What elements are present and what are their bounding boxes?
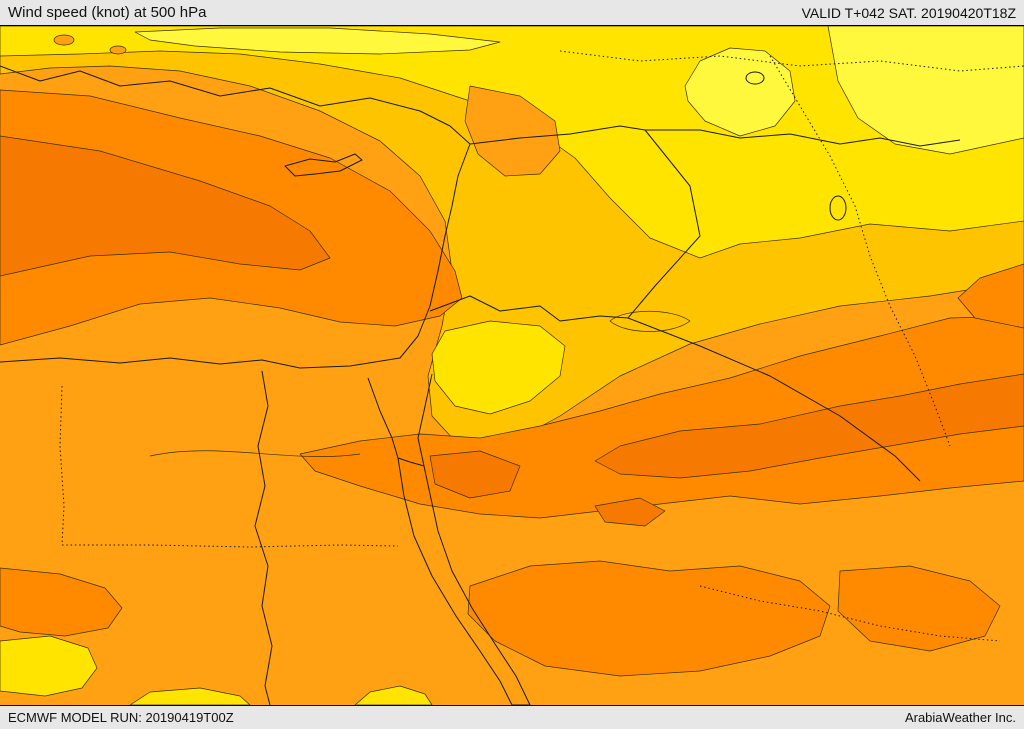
nile-river [254, 370, 273, 705]
header-bar: Wind speed (knot) at 500 hPa VALID T+042… [0, 0, 1024, 26]
yellow-patch-bottom-1 [129, 687, 251, 705]
jet-finger-east [957, 263, 1024, 329]
wind-band-bright-strip [134, 27, 501, 55]
jet-core-central-2 [594, 373, 1024, 479]
wind-band-yellow-tongue [431, 320, 566, 415]
lake-urmia [829, 195, 847, 221]
model-run-label: ECMWF MODEL RUN: 20190419T00Z [8, 710, 234, 725]
jet-core-central-3 [594, 497, 666, 527]
lake-van [745, 71, 765, 85]
wind-band-bright-blob [684, 47, 796, 137]
isotach-island-1 [609, 310, 691, 332]
weather-map [0, 26, 1024, 705]
border-iran-iraq [769, 55, 951, 447]
contour-fills [0, 26, 1024, 705]
orange-speck-1 [53, 34, 75, 46]
dark-blob-bottom-right [837, 565, 1001, 652]
orange-patch-nw-syria [464, 85, 561, 177]
border-turkey-east [559, 50, 1024, 72]
gulf-of-aqaba [417, 373, 433, 467]
red-sea [397, 457, 531, 705]
isotach-detail-1 [149, 450, 361, 457]
wind-speed-contour-map [0, 26, 1024, 705]
jet-core-mediterranean [0, 135, 331, 277]
border-saudi-iraq [627, 317, 921, 482]
border-jordan-saudi [429, 295, 629, 322]
wind-band-bright-corner [827, 26, 1024, 155]
border-iraq-west [627, 129, 701, 319]
yellow-patch-bottom-2 [354, 685, 433, 705]
attribution-label: ArabiaWeather Inc. [904, 710, 1016, 725]
cyprus-island [284, 153, 363, 177]
yellow-patch-bottom-left [0, 635, 98, 697]
political-borders-dotted [59, 50, 1024, 642]
dark-blob-left-edge [0, 567, 123, 637]
border-turkey-syria [469, 125, 961, 147]
coastlines [0, 65, 847, 705]
valid-time-label: VALID T+042 SAT. 20190420T18Z [801, 4, 1016, 21]
mediterranean-coastline [0, 65, 471, 369]
border-egypt-sudan [62, 544, 399, 548]
dark-blob-bottom-center [467, 560, 831, 677]
jet-core-central-1 [429, 450, 521, 499]
orange-speck-2 [109, 45, 127, 55]
political-borders-solid [429, 125, 961, 482]
map-title: Wind speed (knot) at 500 hPa [8, 4, 207, 21]
gulf-of-suez [367, 377, 399, 459]
footer-bar: ECMWF MODEL RUN: 20190419T00Z ArabiaWeat… [0, 705, 1024, 729]
